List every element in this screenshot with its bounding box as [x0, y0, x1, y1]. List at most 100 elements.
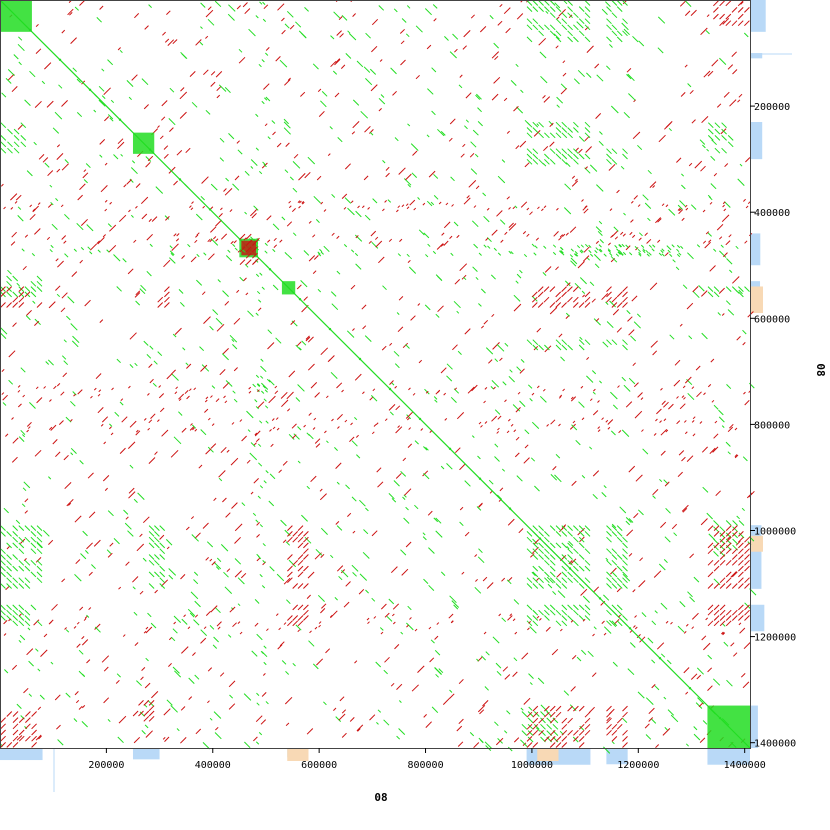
forward-cluster-point [714, 122, 721, 129]
forward-point [579, 277, 587, 285]
forward-point [484, 741, 492, 749]
forward-point [621, 429, 630, 437]
reverse-point [495, 737, 504, 746]
forward-point [431, 110, 436, 116]
forward-cluster-point [549, 609, 556, 616]
segment-point [427, 243, 431, 247]
reverse-cluster-point [0, 735, 6, 742]
forward-cluster-point [622, 565, 628, 572]
segment-point [24, 234, 29, 238]
reverse-point [126, 179, 132, 185]
segment-point [263, 163, 267, 168]
reverse-point [692, 286, 699, 293]
forward-point [169, 250, 175, 256]
forward-point [50, 201, 54, 206]
segment-point [618, 251, 622, 255]
segment-point [169, 245, 173, 249]
forward-point [610, 105, 619, 114]
forward-cluster-point [6, 615, 12, 621]
forward-point [610, 430, 616, 436]
band-point [397, 205, 401, 209]
forward-point [4, 669, 9, 674]
segment-point [594, 250, 598, 254]
reverse-point [117, 47, 121, 51]
reverse-cluster-point [707, 583, 714, 589]
forward-cluster-point [611, 158, 618, 165]
reverse-point [11, 231, 17, 238]
forward-cluster-point [544, 548, 550, 555]
reverse-cluster-point [164, 296, 170, 303]
forward-point [393, 480, 400, 487]
segment-point [559, 246, 564, 251]
reverse-point [234, 570, 242, 578]
band-point [570, 396, 574, 400]
forward-point [147, 612, 152, 618]
reverse-cluster-point [606, 723, 612, 730]
reverse-cluster-point [561, 717, 568, 724]
forward-point [170, 705, 178, 713]
reverse-point [493, 76, 501, 84]
reverse-point [704, 241, 711, 249]
reverse-point [429, 657, 435, 663]
reverse-point [279, 641, 285, 647]
reverse-point [691, 612, 699, 620]
band-point [406, 206, 410, 210]
reverse-point [11, 456, 18, 463]
segment-point [607, 248, 611, 252]
reverse-point [639, 636, 646, 643]
forward-cluster-point [0, 525, 6, 531]
forward-point [494, 456, 500, 462]
reverse-point [503, 97, 508, 102]
forward-point [626, 310, 631, 315]
forward-point [501, 159, 506, 163]
band-point [722, 204, 725, 208]
forward-cluster-point [578, 604, 585, 611]
reverse-point [71, 271, 78, 277]
reverse-cluster-point [738, 577, 744, 584]
reverse-point [36, 397, 43, 404]
forward-cluster-point [573, 620, 579, 627]
forward-point [389, 411, 394, 416]
reverse-point [10, 193, 18, 201]
diagonal-point [328, 327, 332, 331]
band-point [84, 616, 88, 619]
forward-cluster-point [0, 122, 7, 129]
reverse-cluster-point [737, 7, 744, 13]
reverse-point [460, 153, 465, 158]
forward-cluster-point [526, 548, 533, 555]
reverse-point [684, 64, 688, 68]
forward-cluster-point [546, 723, 553, 730]
segment-point [49, 249, 53, 253]
forward-point [579, 725, 584, 731]
forward-cluster-point [527, 730, 534, 736]
forward-point [622, 573, 631, 582]
forward-cluster-point [532, 344, 539, 351]
reverse-point [319, 493, 327, 501]
forward-point [215, 607, 221, 614]
segment-point [543, 245, 547, 249]
forward-point [334, 597, 338, 601]
forward-point [129, 364, 134, 369]
forward-cluster-point [584, 153, 591, 160]
forward-point [669, 334, 675, 340]
forward-point [463, 276, 467, 281]
forward-cluster-point [584, 12, 591, 19]
forward-cluster-point [159, 554, 166, 560]
forward-point [298, 30, 307, 38]
forward-cluster-point [532, 554, 539, 560]
forward-point [146, 354, 152, 359]
reverse-point [601, 293, 609, 301]
forward-point [65, 416, 72, 423]
reverse-point [300, 91, 306, 97]
forward-point [200, 2, 206, 8]
forward-cluster-point [549, 158, 556, 165]
reverse-point [409, 199, 416, 206]
forward-point [456, 310, 460, 314]
band-point [29, 204, 33, 208]
reverse-point [586, 356, 590, 360]
reverse-point [162, 31, 166, 36]
forward-point [708, 196, 713, 201]
reverse-point [392, 90, 397, 96]
reverse-point [284, 79, 291, 86]
band-point [713, 617, 717, 621]
